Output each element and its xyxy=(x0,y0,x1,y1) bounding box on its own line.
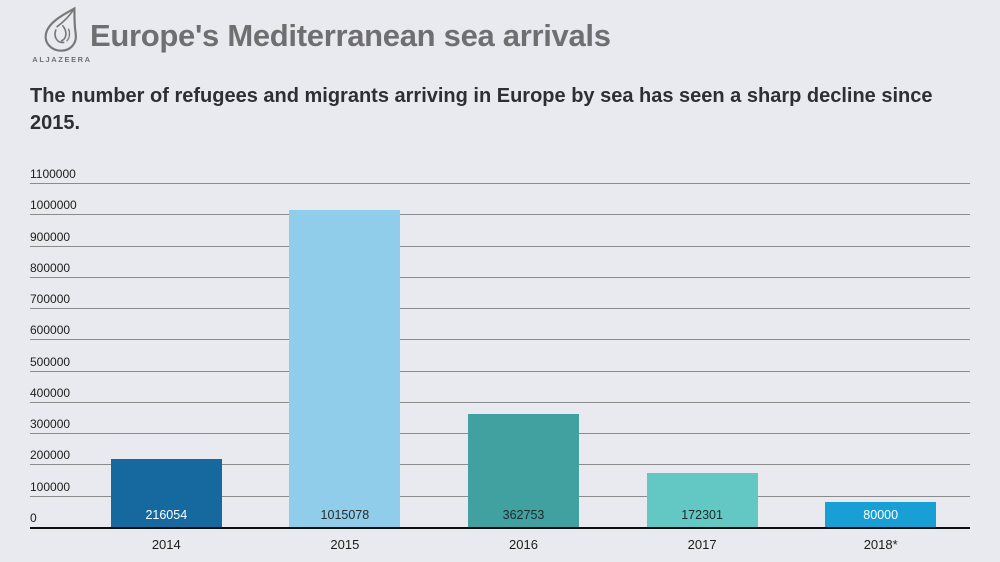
y-tick-label-400000: 400000 xyxy=(30,385,71,400)
y-tick-label-900000: 900000 xyxy=(30,229,71,244)
bar-value-2014: 216054 xyxy=(145,507,188,522)
bar-2015: 1015078 xyxy=(289,209,401,527)
bar-2014: 216054 xyxy=(110,459,222,527)
y-tick-label-500000: 500000 xyxy=(30,354,71,369)
gridline-1100000 xyxy=(30,183,970,184)
bar-value-2017: 172301 xyxy=(681,507,723,522)
aljazeera-logo: ALJAZEERA xyxy=(31,6,93,64)
gridline-900000 xyxy=(30,245,970,247)
y-tick-label-800000: 800000 xyxy=(30,260,71,275)
bar-value-2018*: 80000 xyxy=(863,507,899,522)
gridline-1000000 xyxy=(30,214,970,216)
x-tick-label-2016: 2016 xyxy=(509,537,538,552)
gridline-800000 xyxy=(30,276,970,278)
bar-value-2016: 362753 xyxy=(502,507,545,522)
aljazeera-wordmark: ALJAZEERA xyxy=(32,55,92,64)
bar-2017: 172301 xyxy=(646,473,758,527)
aljazeera-flame-icon xyxy=(44,6,77,52)
bar-2016: 362753 xyxy=(468,413,579,527)
gridline-400000 xyxy=(30,401,970,403)
x-tick-label-2014: 2014 xyxy=(151,537,181,552)
page-title: Europe's Mediterranean sea arrivals xyxy=(90,18,611,53)
bar-value-2015: 1015078 xyxy=(320,507,370,522)
gridline-500000 xyxy=(30,370,970,372)
x-tick-label-2017: 2017 xyxy=(687,537,717,552)
y-tick-label-1100000: 1100000 xyxy=(30,167,76,181)
y-tick-label-200000: 200000 xyxy=(30,448,71,463)
y-tick-label-600000: 600000 xyxy=(30,323,71,338)
x-tick-label-2015: 2015 xyxy=(330,537,360,552)
gridline-700000 xyxy=(30,308,970,310)
y-tick-label-0: 0 xyxy=(30,511,37,525)
chart-subtitle: The number of refugees and migrants arri… xyxy=(30,85,933,134)
gridline-600000 xyxy=(30,339,970,341)
bar-2018*: 80000 xyxy=(825,501,937,527)
y-tick-label-1000000: 1000000 xyxy=(30,198,77,213)
y-tick-label-300000: 300000 xyxy=(30,417,71,432)
y-tick-label-100000: 100000 xyxy=(30,479,71,494)
y-tick-label-700000: 700000 xyxy=(30,292,71,307)
x-axis-line xyxy=(30,527,970,529)
x-tick-label-2018*: 2018* xyxy=(863,537,898,552)
